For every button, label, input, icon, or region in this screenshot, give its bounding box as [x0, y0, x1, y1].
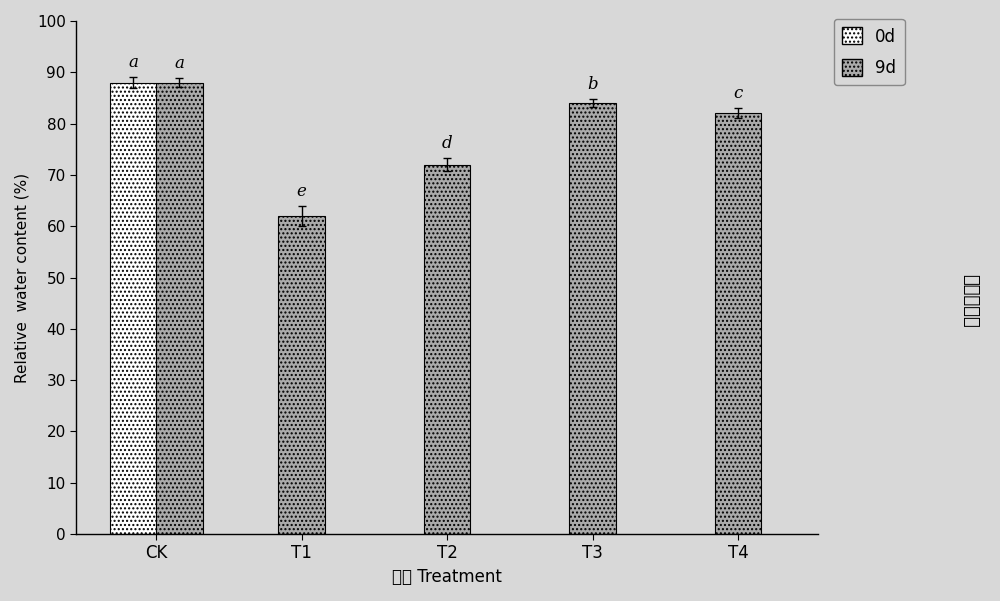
Bar [424, 165, 470, 534]
Legend: 0d, 9d: 0d, 9d [834, 19, 905, 85]
Text: c: c [733, 85, 743, 102]
Y-axis label: Relative  water content (%): Relative water content (%) [15, 172, 30, 383]
Bar [278, 216, 325, 534]
Text: 相对含水量: 相对含水量 [961, 273, 979, 328]
X-axis label: 处理 Treatment: 处理 Treatment [392, 568, 502, 586]
Text: a: a [175, 55, 184, 72]
Bar [156, 82, 203, 534]
Text: a: a [128, 54, 138, 72]
Text: b: b [587, 76, 598, 93]
Bar [110, 82, 156, 534]
Text: e: e [297, 183, 307, 200]
Bar [569, 103, 616, 534]
Text: d: d [442, 135, 452, 152]
Bar [715, 114, 761, 534]
